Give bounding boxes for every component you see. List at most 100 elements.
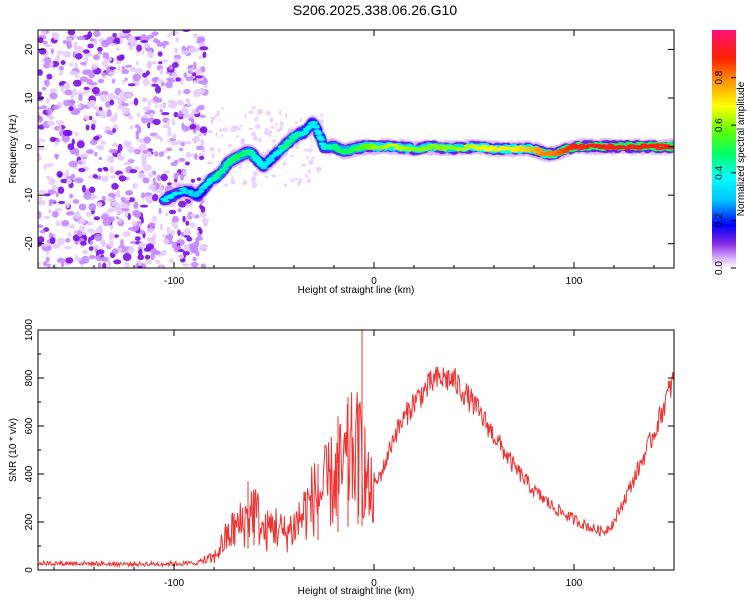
noise-blob [177,254,185,260]
noise-blob [90,196,95,201]
noise-blob [160,173,168,182]
ridge-cell [256,161,265,164]
noise-blob [72,234,80,242]
noise-blob [172,62,179,68]
noise-blob [89,38,95,42]
noise-blob [162,238,170,244]
noise-blob [97,167,103,172]
noise-blob [141,97,148,103]
noise-blob [162,124,170,128]
noise-blob [44,56,52,64]
noise-blob [151,83,159,87]
noise-blob [148,222,156,228]
noise-blob [92,54,100,61]
noise-blob [89,186,96,193]
colorbar-tick-label: 0.8 [714,70,725,84]
noise-blob [128,45,134,51]
noise-blob [173,111,179,118]
noise-blob [243,179,248,186]
noise-blob [68,160,78,168]
noise-blob [159,68,163,75]
noise-blob [141,50,145,55]
noise-blob [100,114,108,119]
noise-blob [257,112,260,115]
noise-blob [181,106,187,114]
noise-blob [55,192,59,198]
noise-blob [219,129,222,133]
noise-blob [200,138,205,147]
noise-blob [125,92,132,98]
noise-blob [66,40,72,48]
ridge-layer-core [160,120,674,203]
snr-y-tick-label: 0 [24,567,35,573]
noise-blob [82,249,88,254]
noise-blob [101,241,107,248]
noise-blob [152,193,159,202]
noise-blob [125,190,133,196]
ridge-layer-mid [159,119,674,204]
noise-blob [137,242,146,248]
noise-blob [134,236,141,242]
noise-blob [127,226,136,231]
noise-blob [202,51,207,58]
noise-blob [83,86,90,90]
noise-blob [88,203,97,211]
noise-blob [103,167,109,172]
noise-blob [294,121,299,124]
noise-blob [86,228,96,234]
noise-blob [122,231,131,237]
noise-blob [114,95,120,100]
spectrogram-x-tick-label: 100 [566,276,583,287]
noise-blob [58,72,64,76]
noise-blob [108,232,115,241]
noise-blob [41,86,47,91]
noise-blob [316,167,322,170]
snr-y-tick-label: 1000 [24,318,35,341]
noise-blob [56,257,66,264]
noise-blob [151,61,157,65]
noise-blob [178,147,184,152]
noise-blob [123,161,132,166]
noise-blob [307,178,311,181]
noise-blob [189,123,197,130]
noise-blob [101,195,106,202]
noise-blob [74,148,80,157]
noise-blob [184,229,191,236]
spectrogram-y-tick-label: 0 [24,143,35,149]
noise-blob [154,104,158,109]
spectrogram-y-axis-label: Frequency (Hz) [8,115,19,184]
noise-blob [101,72,107,77]
noise-blob [282,161,287,167]
noise-blob [62,129,72,137]
noise-blob [190,261,199,268]
ridge-cell [302,130,310,134]
noise-blob [272,174,277,178]
noise-blob [272,139,277,144]
noise-blob [203,220,208,227]
noise-blob [69,70,79,76]
noise-blob [289,154,294,157]
noise-blob [108,71,115,76]
noise-blob [47,120,56,127]
noise-blob [107,192,117,198]
noise-blob [137,126,142,134]
noise-blob [45,163,55,168]
noise-blob [66,176,74,180]
noise-blob [38,261,41,267]
noise-blob [121,208,130,212]
noise-blob [141,263,147,268]
noise-blob [64,246,72,250]
noise-blob [147,99,152,107]
noise-blob [96,201,103,207]
noise-blob [180,231,185,237]
noise-blob [96,249,105,255]
noise-blob [191,118,195,125]
noise-blob [186,236,193,242]
noise-blob [118,247,123,252]
ridge-cell [240,153,248,157]
noise-blob [74,53,83,60]
noise-blob [92,174,98,179]
noise-blob [158,61,163,65]
noise-blob [184,161,190,166]
noise-blob [235,135,240,138]
